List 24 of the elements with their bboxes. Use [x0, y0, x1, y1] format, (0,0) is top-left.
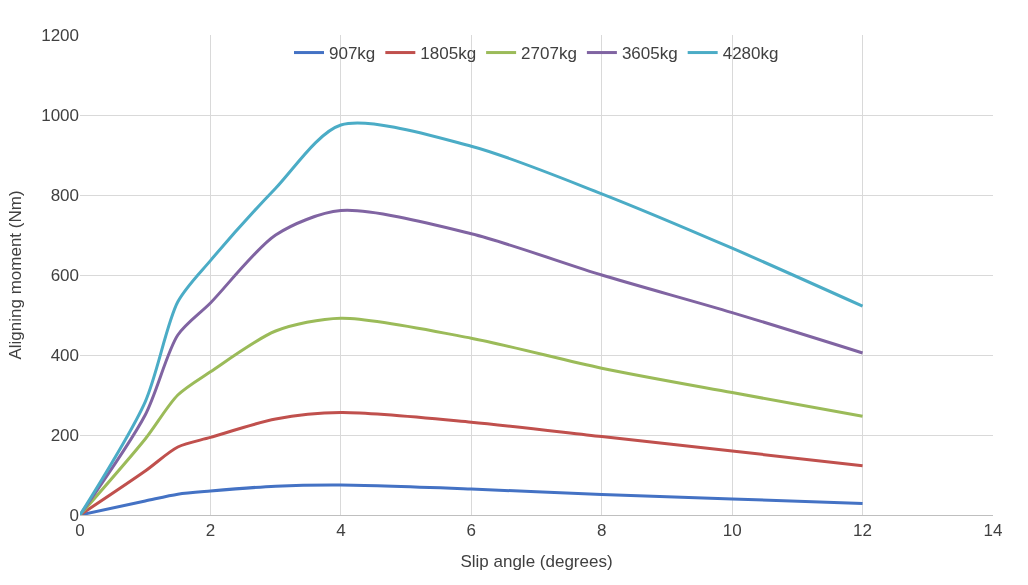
legend-label: 2707kg [521, 44, 577, 64]
y-tick-label: 1000 [41, 105, 79, 125]
y-axis-title: Aligning moment (Nm) [5, 190, 25, 360]
line-series [80, 208, 865, 515]
y-tick-label: 1200 [41, 25, 79, 45]
x-axis-title: Slip angle (degrees) [460, 551, 613, 571]
y-tick-label: 600 [50, 265, 79, 285]
x-tick-label: 14 [983, 521, 1003, 541]
y-tick-label: 800 [50, 185, 79, 205]
x-tick-label: 2 [205, 521, 216, 541]
legend-label: 1805kg [420, 44, 477, 64]
x-tick-label: 4 [336, 521, 346, 541]
line-series [80, 483, 865, 515]
x-tick-label: 12 [853, 521, 873, 541]
line-series [80, 411, 865, 515]
legend-label: 4280kg [722, 44, 779, 64]
legend-label: 3605kg [621, 44, 678, 64]
legend-label: 907kg [329, 44, 376, 64]
x-tick-label: 6 [466, 521, 477, 541]
x-tick-label: 8 [596, 521, 607, 541]
x-tick-label: 10 [722, 521, 742, 541]
y-tick-label: 0 [69, 505, 79, 525]
y-tick-label: 400 [50, 345, 79, 365]
y-tick-label: 200 [50, 425, 79, 445]
